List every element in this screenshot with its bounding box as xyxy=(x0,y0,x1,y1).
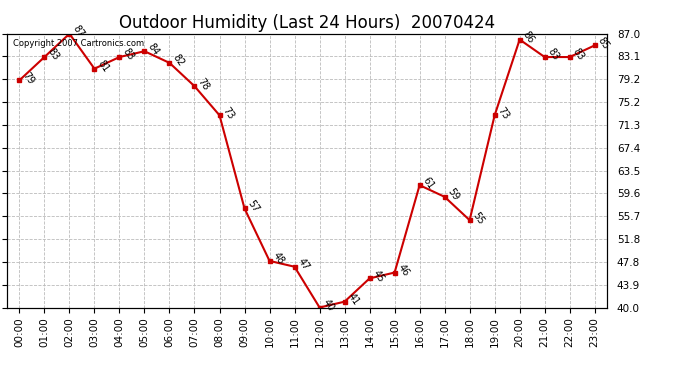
Text: 47: 47 xyxy=(296,256,311,273)
Text: 82: 82 xyxy=(170,53,186,69)
Text: 83: 83 xyxy=(546,47,561,63)
Text: 57: 57 xyxy=(246,198,261,214)
Text: 83: 83 xyxy=(571,47,586,63)
Text: 46: 46 xyxy=(396,262,411,278)
Text: 41: 41 xyxy=(346,291,361,307)
Text: 84: 84 xyxy=(146,41,161,57)
Text: 79: 79 xyxy=(21,70,36,86)
Text: 83: 83 xyxy=(121,47,136,63)
Text: 45: 45 xyxy=(371,268,386,284)
Text: 73: 73 xyxy=(496,105,511,121)
Text: 48: 48 xyxy=(270,251,286,267)
Text: 85: 85 xyxy=(596,35,611,51)
Text: 40: 40 xyxy=(321,297,336,313)
Title: Outdoor Humidity (Last 24 Hours)  20070424: Outdoor Humidity (Last 24 Hours) 2007042… xyxy=(119,14,495,32)
Text: Copyright 2007 Cartronics.com: Copyright 2007 Cartronics.com xyxy=(13,39,144,48)
Text: 73: 73 xyxy=(221,105,236,121)
Text: 59: 59 xyxy=(446,187,461,202)
Text: 87: 87 xyxy=(70,24,86,39)
Text: 81: 81 xyxy=(96,58,111,74)
Text: 83: 83 xyxy=(46,47,61,63)
Text: 55: 55 xyxy=(471,210,486,226)
Text: 61: 61 xyxy=(421,175,436,191)
Text: 78: 78 xyxy=(196,76,211,92)
Text: 86: 86 xyxy=(521,29,536,45)
